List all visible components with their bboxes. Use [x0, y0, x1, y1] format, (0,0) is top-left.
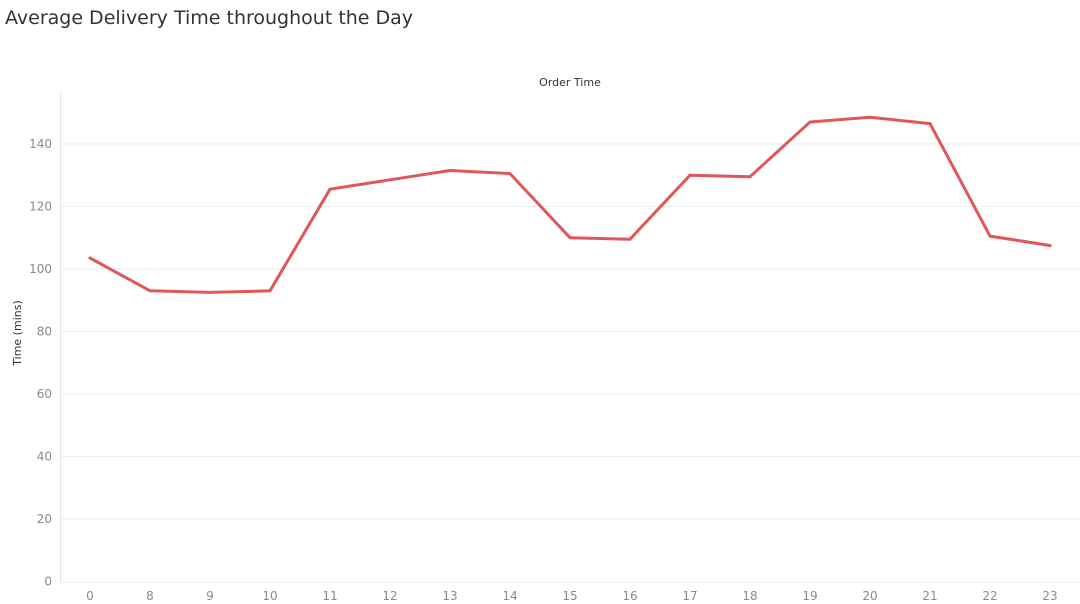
x-tick-label: 0	[86, 589, 94, 603]
axes	[60, 92, 1080, 583]
data-point	[568, 236, 572, 240]
x-tick-label: 9	[206, 589, 214, 603]
y-axis-ticks: 0 20 40 60 80 100 120 140	[29, 137, 52, 589]
y-tick-label: 100	[29, 262, 52, 276]
data-point	[268, 289, 272, 293]
gridlines	[60, 143, 1080, 520]
data-point	[688, 173, 692, 177]
data-point	[808, 120, 812, 124]
x-tick-label: 20	[862, 589, 877, 603]
data-point	[628, 237, 632, 241]
data-point	[928, 122, 932, 126]
data-point	[328, 187, 332, 191]
x-tick-label: 8	[146, 589, 154, 603]
y-tick-label: 120	[29, 199, 52, 213]
data-point	[388, 178, 392, 182]
x-tick-label: 21	[922, 589, 937, 603]
y-tick-label: 140	[29, 137, 52, 151]
y-tick-label: 60	[37, 387, 52, 401]
x-tick-label: 10	[262, 589, 277, 603]
x-axis-ticks: 0 8 9 10 11 12 13 14 15 16 17 18 19 20 21 22 23	[86, 582, 1058, 603]
x-axis-header-label: Order Time	[539, 76, 601, 89]
chart-title: Average Delivery Time throughout the Day	[5, 7, 414, 29]
x-tick-label: 19	[802, 589, 817, 603]
data-point	[88, 256, 92, 260]
x-tick-label: 23	[1042, 589, 1057, 603]
data-point	[148, 289, 152, 293]
x-tick-label: 11	[322, 589, 337, 603]
y-tick-label: 40	[37, 449, 52, 463]
data-point	[988, 234, 992, 238]
data-point	[448, 168, 452, 172]
y-tick-label: 20	[37, 512, 52, 526]
data-point	[208, 290, 212, 294]
x-tick-label: 16	[622, 589, 637, 603]
data-point	[1048, 243, 1052, 247]
data-point	[508, 172, 512, 176]
x-tick-label: 13	[442, 589, 457, 603]
y-tick-label: 80	[37, 324, 52, 338]
x-tick-label: 22	[982, 589, 997, 603]
data-point	[748, 175, 752, 179]
x-tick-label: 18	[742, 589, 757, 603]
x-tick-label: 17	[682, 589, 697, 603]
x-tick-label: 14	[502, 589, 517, 603]
series-layer	[88, 115, 1052, 294]
x-tick-label: 12	[382, 589, 397, 603]
x-tick-label: 15	[562, 589, 577, 603]
data-point	[868, 115, 872, 119]
y-tick-label: 0	[44, 575, 52, 589]
y-axis-title: Time (mins)	[11, 300, 24, 366]
